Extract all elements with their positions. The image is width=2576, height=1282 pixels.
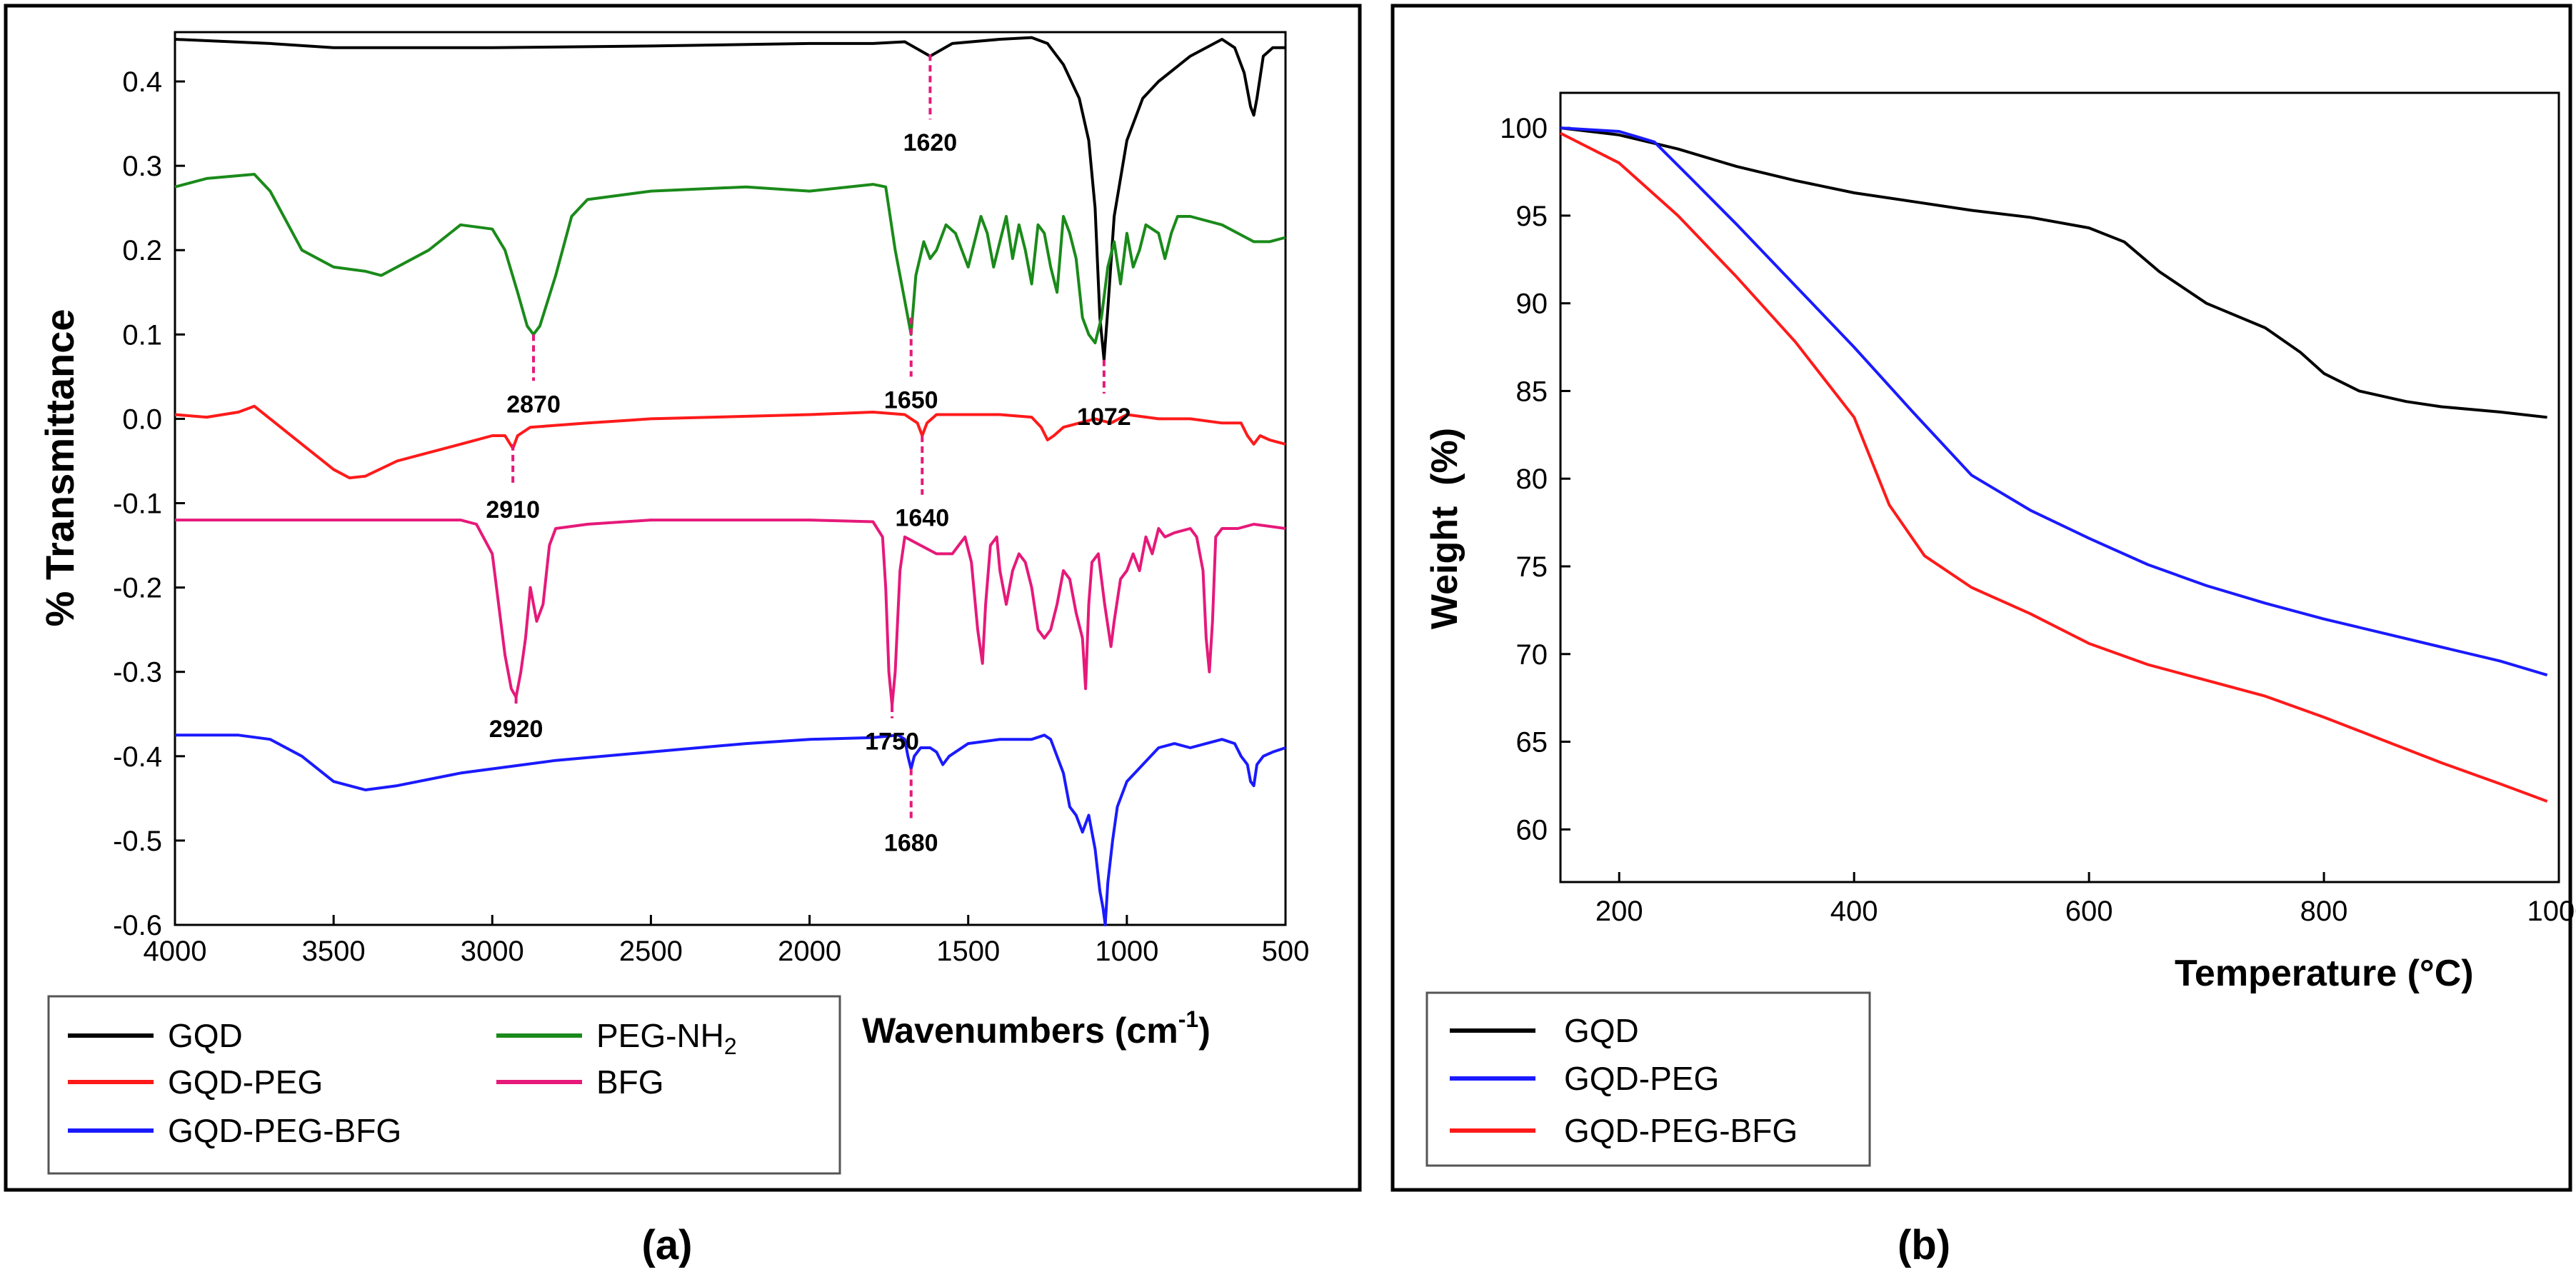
panel-b-y-ticks: 100 95 90 85 80 75 70 65 60 (1500, 113, 1570, 846)
panel-b: 100 95 90 85 80 75 70 65 60 200 400 600 800 1000 Wei… (1390, 4, 2576, 1192)
panel-a-y-tick-label: 0.2 (122, 235, 162, 266)
panel-b-x-ticks: 200 400 600 800 1000 (1595, 872, 2576, 927)
panel-b-y-axis-label: Weight (%) (1424, 428, 1465, 629)
panel-a-series (174, 36, 1286, 926)
panel-a-x-tick-label: 1500 (936, 936, 1000, 967)
panel-a: 0.40.30.20.10.0-0.1-0.2-0.3-0.4-0.5-0.6 … (4, 4, 1362, 1192)
panel-b-legend: GQD GQD-PEG GQD-PEG-BFG (1425, 991, 1871, 1167)
panel-b-x-tick-label: 200 (1595, 896, 1643, 927)
annotation-label-1650: 1650 (884, 386, 938, 414)
panel-a-frame (4, 4, 1362, 1192)
panel-a-legend: GQD PEG-NH2 GQD-PEG BFG GQD-PEG-BFG (47, 995, 841, 1175)
panel-a-x-tick-label: 3000 (461, 936, 524, 967)
panel-b-y-tick-label: 100 (1500, 113, 1548, 144)
series-b-gqd-peg-bfg (1560, 131, 2548, 803)
panel-b-y-tick-label: 95 (1516, 201, 1548, 232)
annotation-label-2870: 2870 (506, 391, 561, 418)
series-b-gqd (1560, 126, 2547, 419)
panel-a-x-tick-label: 500 (1262, 936, 1310, 967)
annotation-label-1750: 1750 (865, 728, 919, 756)
panel-a-plot-area (174, 31, 1287, 926)
panel-a-y-tick-label: -0.2 (113, 573, 162, 604)
panel-b-x-axis-label: Temperature (°C) (2175, 953, 2474, 994)
series-a-gqd-peg (174, 404, 1286, 480)
panel-a-x-ticks: 4000 3500 3000 2500 2000 1500 1000 500 (144, 915, 1310, 967)
panel-a-y-axis-label: % Transmittance (37, 309, 82, 626)
legend-a-peg-nh2-label: PEG-NH2 (596, 1017, 737, 1059)
panel-a-x-tick-label: 1000 (1095, 936, 1158, 967)
panel-b-y-tick-label: 70 (1516, 639, 1548, 671)
panel-b-y-tick-label: 85 (1516, 376, 1548, 407)
annotation-label-1680: 1680 (884, 829, 938, 856)
panel-b-y-tick-label: 65 (1516, 727, 1548, 758)
series-a-bfg (175, 519, 1286, 707)
panel-a-y-tick-label: 0.1 (122, 319, 162, 351)
panel-b-frame (1390, 4, 2572, 1192)
panel-b-series (1560, 126, 2548, 803)
series-a-peg-nh2 (174, 173, 1286, 345)
panel-b-legend-box (1425, 991, 1871, 1167)
panel-b-x-tick-label: 800 (2300, 896, 2348, 927)
legend-a-gqd-label: GQD (168, 1017, 243, 1054)
caption-b: (b) (1898, 1222, 1950, 1268)
legend-b-gqd-label: GQD (1564, 1012, 1639, 1049)
panel-a-x-axis-label: Wavenumbers (cm-1) (862, 1006, 1211, 1051)
panel-b-y-tick-label: 80 (1516, 464, 1548, 495)
panel-b-x-tick-label: 600 (2065, 896, 2113, 927)
legend-b-gqd-peg-label: GQD-PEG (1564, 1060, 1719, 1097)
legend-a-gqd-peg-label: GQD-PEG (168, 1063, 323, 1101)
panel-a-y-tick-label: -0.6 (113, 910, 162, 941)
panel-a-y-tick-label: -0.4 (113, 741, 162, 773)
panel-a-x-tick-label: 2000 (778, 936, 841, 967)
panel-a-y-tick-label: 0.0 (122, 404, 162, 435)
series-a-gqd (174, 36, 1286, 361)
caption-a: (a) (642, 1222, 693, 1268)
panel-b-y-tick-label: 90 (1516, 289, 1548, 320)
legend-a-bfg-label: BFG (596, 1063, 664, 1101)
annotation-label-2920: 2920 (489, 716, 543, 743)
panel-a-y-tick-label: 0.3 (122, 151, 162, 182)
series-a-gqd-peg-bfg (175, 733, 1286, 926)
panel-a-y-ticks: 0.4 0.3 0.2 0.1 0.0 -0.1 -0.2 -0.3 -0.4 -0.5 -0.6 (113, 66, 185, 941)
series-b-gqd-peg (1560, 126, 2548, 677)
annotation-label-2910: 2910 (486, 496, 540, 524)
panel-b-x-tick-label: 400 (1830, 896, 1878, 927)
panel-a-y-tick-label: -0.5 (113, 826, 162, 857)
panel-a-y-tick-label: -0.3 (113, 657, 162, 688)
panel-a-x-tick-label: 3500 (302, 936, 366, 967)
panel-b-x-tick-label: 1000 (2527, 896, 2576, 927)
panel-a-y-tick-label: -0.1 (113, 489, 162, 520)
panel-a-legend-box (47, 995, 841, 1175)
panel-a-x-tick-label: 4000 (144, 936, 207, 967)
legend-a-gqd-peg-bfg-label: GQD-PEG-BFG (168, 1112, 401, 1149)
legend-b-gqd-peg-bfg-label: GQD-PEG-BFG (1564, 1112, 1798, 1149)
panel-b-plot-area (1559, 91, 2560, 883)
panel-a-x-tick-label: 2500 (619, 936, 683, 967)
annotation-label-1620: 1620 (903, 129, 958, 156)
annotation-label-1072: 1072 (1077, 404, 1131, 431)
annotation-label-1640: 1640 (895, 505, 949, 532)
panel-a-y-tick-label: 0.4 (122, 66, 162, 98)
panel-a-annotations: 1620 1072 2870 1650 2910 1640 2920 1750 1680 (486, 54, 1131, 856)
panel-b-y-tick-label: 75 (1516, 551, 1548, 583)
panel-b-y-tick-label: 60 (1516, 814, 1548, 846)
